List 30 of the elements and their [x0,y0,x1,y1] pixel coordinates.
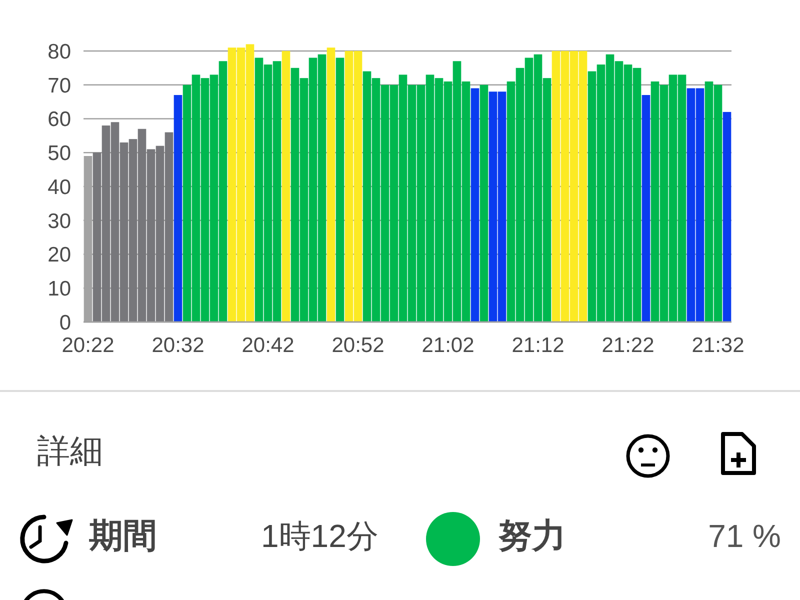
text: 詳細 [37,432,103,469]
x-tick-label: 20:52 [332,334,384,357]
y-tick-label: 40 [48,176,71,199]
bar [470,88,480,322]
text: 71 % [708,518,781,554]
x-tick-label: 21:02 [422,334,474,357]
bar [326,48,336,322]
x-tick-label: 21:32 [692,334,744,357]
x-tick-label: 21:12 [512,334,564,357]
y-tick-label: 80 [48,40,71,64]
bar [722,112,732,322]
text: 努力 [498,517,566,555]
bar [336,58,344,322]
bar [642,95,650,322]
y-tick-label: 0 [59,312,71,334]
y-tick-label: 10 [48,278,71,301]
text: 1時12分 [261,518,378,554]
bar [174,95,182,322]
x-tick-label: 20:32 [152,334,204,357]
x-tick-label: 21:22 [602,334,654,357]
x-tick-label: 20:22 [62,334,114,357]
y-tick-label: 30 [48,210,71,233]
y-tick-label: 60 [48,108,71,132]
bar [480,84,488,322]
y-tick-label: 50 [48,142,71,166]
text: 期間 [88,517,157,555]
x-tick-label: 20:42 [242,334,294,357]
y-tick-label: 70 [48,74,71,98]
bar [282,50,290,322]
y-tick-label: 20 [48,244,71,267]
